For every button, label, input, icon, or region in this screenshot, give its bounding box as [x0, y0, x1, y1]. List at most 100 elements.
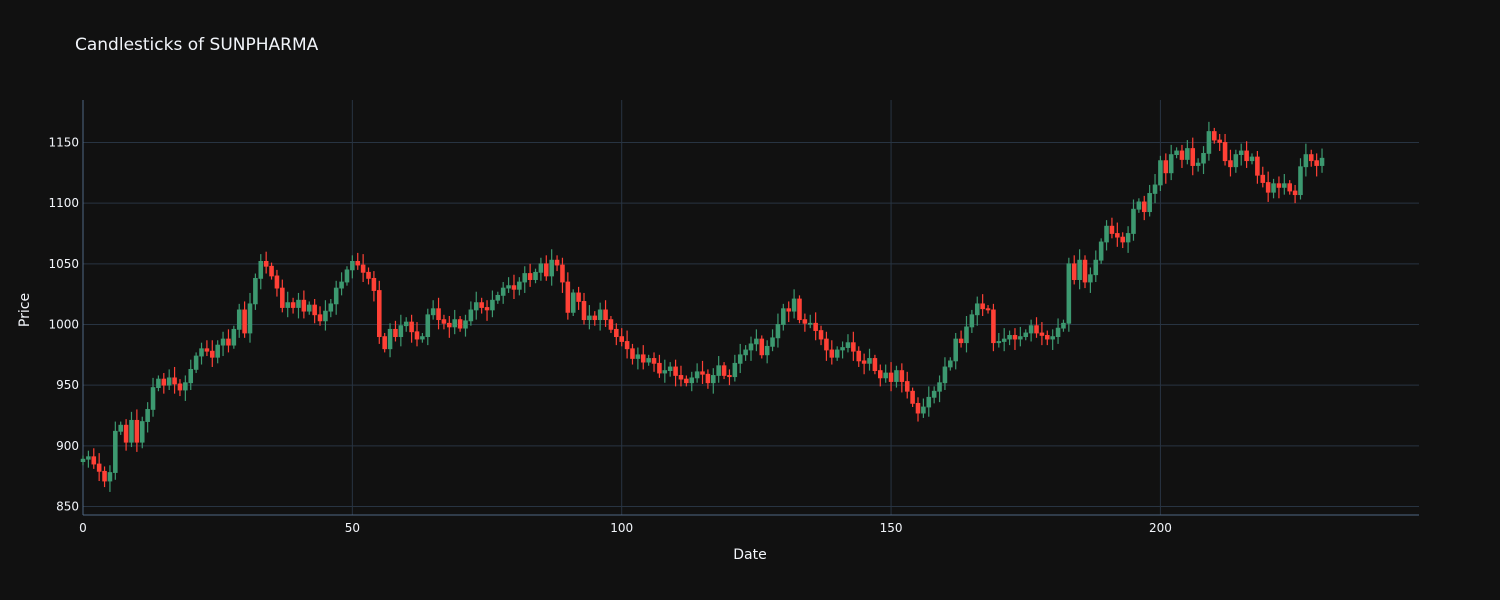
candle-body — [1077, 259, 1082, 280]
candle — [280, 279, 285, 313]
candle-body — [1244, 150, 1249, 162]
candle-body — [1287, 183, 1292, 192]
candle-body — [705, 373, 711, 384]
candle — [948, 357, 953, 371]
candle-body — [748, 343, 754, 351]
candle-body — [296, 299, 301, 308]
candle — [597, 302, 603, 331]
candle-body — [964, 326, 969, 344]
candle — [1136, 198, 1142, 213]
candle — [657, 354, 662, 378]
candle — [447, 315, 452, 338]
candle — [473, 291, 479, 320]
candle-body — [457, 319, 463, 329]
candle — [1023, 329, 1029, 341]
candle-body — [538, 263, 544, 273]
candle-body — [1131, 208, 1136, 234]
candle-body — [640, 354, 646, 363]
candle-body — [948, 360, 953, 368]
candle-body — [1265, 182, 1271, 193]
candle-body — [700, 371, 705, 375]
candle — [974, 296, 980, 326]
candle — [441, 314, 447, 330]
candle — [317, 306, 323, 326]
candle — [915, 397, 921, 422]
candle-body — [139, 421, 145, 443]
candle-body — [1282, 183, 1287, 188]
candle-body — [403, 321, 409, 327]
candle — [1314, 153, 1319, 177]
candle — [1292, 184, 1298, 204]
candle-body — [285, 302, 290, 308]
candle-body — [931, 390, 937, 398]
candle — [134, 409, 140, 452]
candle-body — [339, 281, 344, 289]
candle — [565, 272, 571, 320]
candle-body — [662, 370, 668, 374]
candle-body — [1104, 225, 1109, 243]
candle-body — [549, 259, 554, 277]
candle-body — [657, 362, 662, 374]
candle-body — [797, 298, 802, 321]
candle — [430, 300, 436, 320]
candle-body — [1125, 233, 1131, 243]
candle-body — [759, 338, 765, 356]
y-tick-label: 1100 — [48, 196, 79, 210]
candle-body — [576, 292, 581, 302]
candle — [1050, 329, 1055, 350]
candle-body — [1314, 160, 1319, 166]
candle — [328, 299, 334, 318]
candle-body — [888, 372, 894, 382]
candle-body — [527, 273, 533, 280]
candle — [247, 292, 253, 343]
candle — [145, 402, 150, 433]
candle — [1141, 195, 1147, 221]
candle — [775, 313, 781, 348]
candle — [500, 282, 506, 304]
candle-body — [624, 341, 630, 350]
candle-body — [560, 264, 565, 283]
candle — [1007, 330, 1012, 346]
candle — [457, 315, 463, 332]
candle — [199, 342, 204, 365]
candle-body — [156, 378, 161, 388]
candle-body — [280, 287, 285, 308]
candle — [888, 362, 894, 392]
candle — [840, 341, 845, 359]
candle — [452, 309, 457, 335]
candle-body — [673, 366, 678, 376]
candle — [393, 320, 398, 342]
candle — [188, 359, 194, 391]
candle-body — [231, 328, 237, 346]
candle-body — [495, 294, 501, 301]
candle-body — [1109, 225, 1115, 234]
candle-body — [980, 303, 985, 310]
candle — [495, 291, 501, 304]
candle — [614, 323, 619, 346]
candle-body — [129, 419, 134, 443]
candle — [1185, 140, 1190, 165]
candle-body — [1179, 150, 1185, 160]
candle-body — [587, 315, 592, 321]
candle-body — [355, 260, 361, 266]
candle — [312, 299, 317, 324]
candle — [301, 290, 307, 319]
candle — [226, 329, 231, 353]
candle-body — [1276, 183, 1282, 188]
candle-body — [775, 324, 781, 339]
x-tick-label: 200 — [1149, 521, 1172, 535]
candle-body — [290, 302, 296, 308]
candle-body — [737, 354, 743, 364]
chart-title: Candlesticks of SUNPHARMA — [75, 35, 319, 55]
candle-body — [323, 310, 328, 322]
candle — [1012, 328, 1018, 350]
candle — [851, 331, 856, 361]
candle-body — [1045, 335, 1050, 340]
candle — [1104, 220, 1109, 251]
candle-body — [565, 281, 571, 313]
candle-body — [344, 269, 350, 283]
candle-body — [1098, 241, 1104, 261]
candle-body — [387, 328, 393, 350]
candle — [737, 343, 743, 374]
